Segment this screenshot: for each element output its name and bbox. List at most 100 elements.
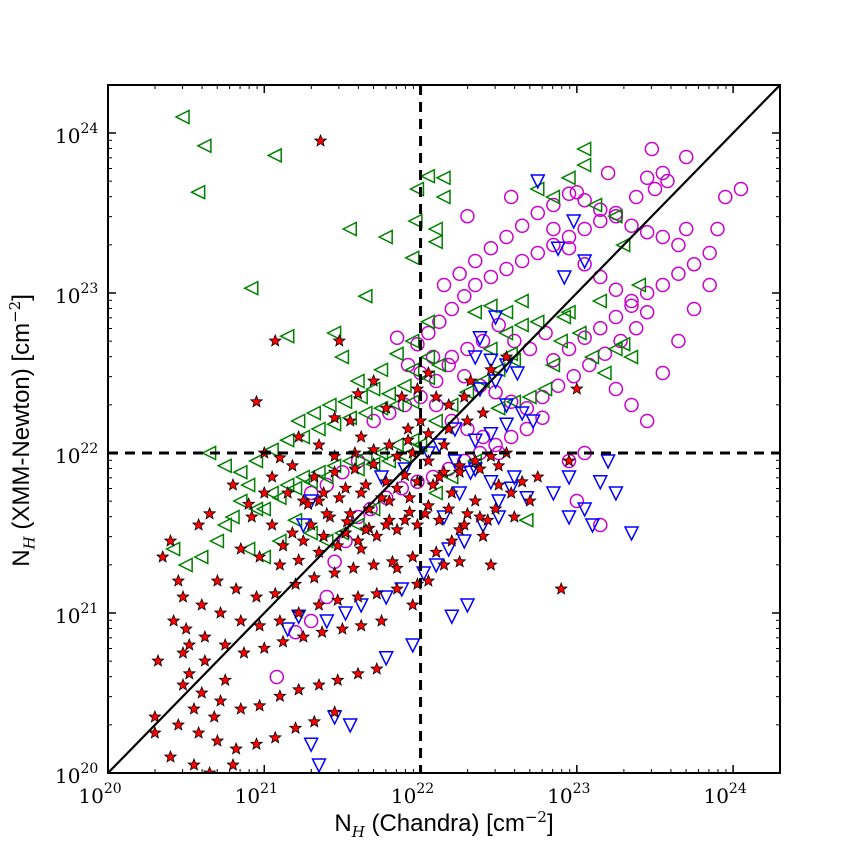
triangle-down-marker — [561, 470, 577, 486]
star-marker — [330, 673, 345, 687]
star-marker — [327, 565, 342, 579]
star-marker — [437, 437, 451, 451]
triangle-down-marker — [311, 758, 327, 773]
star-marker — [291, 429, 306, 443]
x-label-suffix: ] — [546, 810, 554, 837]
star-marker — [338, 481, 353, 495]
star-marker — [182, 637, 197, 651]
star-marker — [245, 509, 259, 523]
triangle-left-marker — [357, 405, 373, 421]
triangle-left-marker — [474, 373, 490, 389]
triangle-left-marker — [607, 208, 623, 224]
star-marker — [218, 637, 232, 651]
star-marker — [351, 666, 365, 680]
y-label-suffix: ] — [7, 293, 35, 301]
triangle-left-marker — [404, 394, 420, 410]
star-marker — [226, 757, 240, 771]
circle-marker — [550, 378, 566, 394]
circle-marker — [613, 333, 628, 349]
triangle-left-marker — [266, 147, 282, 164]
triangle-down-marker — [337, 606, 354, 622]
triangle-down-marker — [506, 470, 523, 486]
triangle-left-marker — [263, 485, 279, 501]
circle-marker — [546, 221, 561, 237]
star-marker — [531, 469, 545, 483]
triangle-down-marker — [459, 598, 476, 614]
star-marker — [385, 554, 400, 568]
y-tick-label: 1022 — [55, 441, 98, 468]
star-marker — [432, 469, 447, 483]
circle-marker — [702, 277, 717, 293]
triangle-left-marker — [364, 501, 381, 517]
star-marker — [327, 465, 342, 478]
triangle-down-marker — [576, 502, 593, 518]
star-marker — [335, 621, 350, 635]
circle-marker — [428, 373, 444, 389]
triangle-left-marker — [586, 197, 603, 213]
circle-marker — [460, 341, 475, 357]
triangle-down-marker — [584, 518, 601, 534]
star-marker — [402, 490, 417, 504]
triangle-left-marker — [607, 341, 623, 357]
circle-marker — [319, 589, 335, 605]
star-marker — [330, 593, 345, 607]
y-tick-label: 1021 — [55, 601, 98, 628]
triangle-left-marker — [294, 469, 311, 485]
triangle-left-marker — [596, 365, 612, 381]
triangle-left-marker — [286, 512, 303, 528]
y-label-superscript: −2 — [5, 300, 24, 323]
triangle-left-marker — [341, 221, 357, 237]
star-marker — [229, 741, 243, 755]
star-marker — [351, 533, 365, 547]
triangle-down-marker — [487, 310, 504, 326]
circle-marker — [644, 141, 660, 157]
star-marker — [307, 570, 322, 584]
star-marker — [320, 506, 334, 520]
circle-marker — [671, 237, 686, 253]
circle-marker — [593, 202, 608, 218]
star-marker — [405, 549, 420, 563]
triangle-down-marker — [503, 481, 519, 497]
circle-marker — [546, 352, 561, 368]
star-marker — [276, 634, 290, 648]
star-marker — [237, 645, 251, 659]
circle-marker — [624, 298, 639, 314]
star-marker — [176, 589, 190, 603]
circle-marker — [503, 429, 519, 445]
star-marker — [210, 573, 225, 587]
star-marker — [491, 458, 506, 472]
triangle-left-marker — [216, 517, 232, 533]
x-label-prefix: N — [334, 810, 352, 837]
circle-marker — [639, 224, 655, 240]
triangle-down-marker — [561, 510, 577, 526]
triangle-left-marker — [357, 288, 373, 304]
triangle-left-marker — [630, 277, 647, 293]
star-marker — [257, 485, 272, 499]
star-marker — [366, 557, 381, 571]
triangle-down-marker — [397, 462, 413, 478]
star-marker — [390, 522, 404, 536]
x-label-superscript: −2 — [524, 808, 547, 826]
circle-marker — [639, 285, 655, 301]
star-marker — [182, 666, 197, 680]
triangle-left-marker — [224, 509, 240, 525]
star-marker — [148, 709, 162, 723]
circle-marker — [593, 213, 608, 229]
circle-marker — [499, 261, 514, 277]
star-marker — [382, 437, 397, 451]
star-marker — [457, 517, 472, 531]
star-marker — [346, 561, 361, 575]
star-marker — [171, 573, 186, 587]
triangle-left-marker — [544, 357, 561, 373]
triangle-left-marker — [404, 333, 420, 349]
circle-marker — [468, 253, 483, 269]
star-marker — [343, 413, 357, 427]
circle-marker — [624, 293, 639, 309]
star-marker — [207, 709, 222, 723]
triangle-left-marker — [341, 453, 357, 469]
star-marker — [226, 477, 240, 491]
circle-marker — [475, 333, 491, 349]
y-label-text: (XMM-Newton) [cm — [7, 322, 35, 536]
star-marker — [276, 538, 290, 552]
star-marker — [366, 373, 381, 387]
